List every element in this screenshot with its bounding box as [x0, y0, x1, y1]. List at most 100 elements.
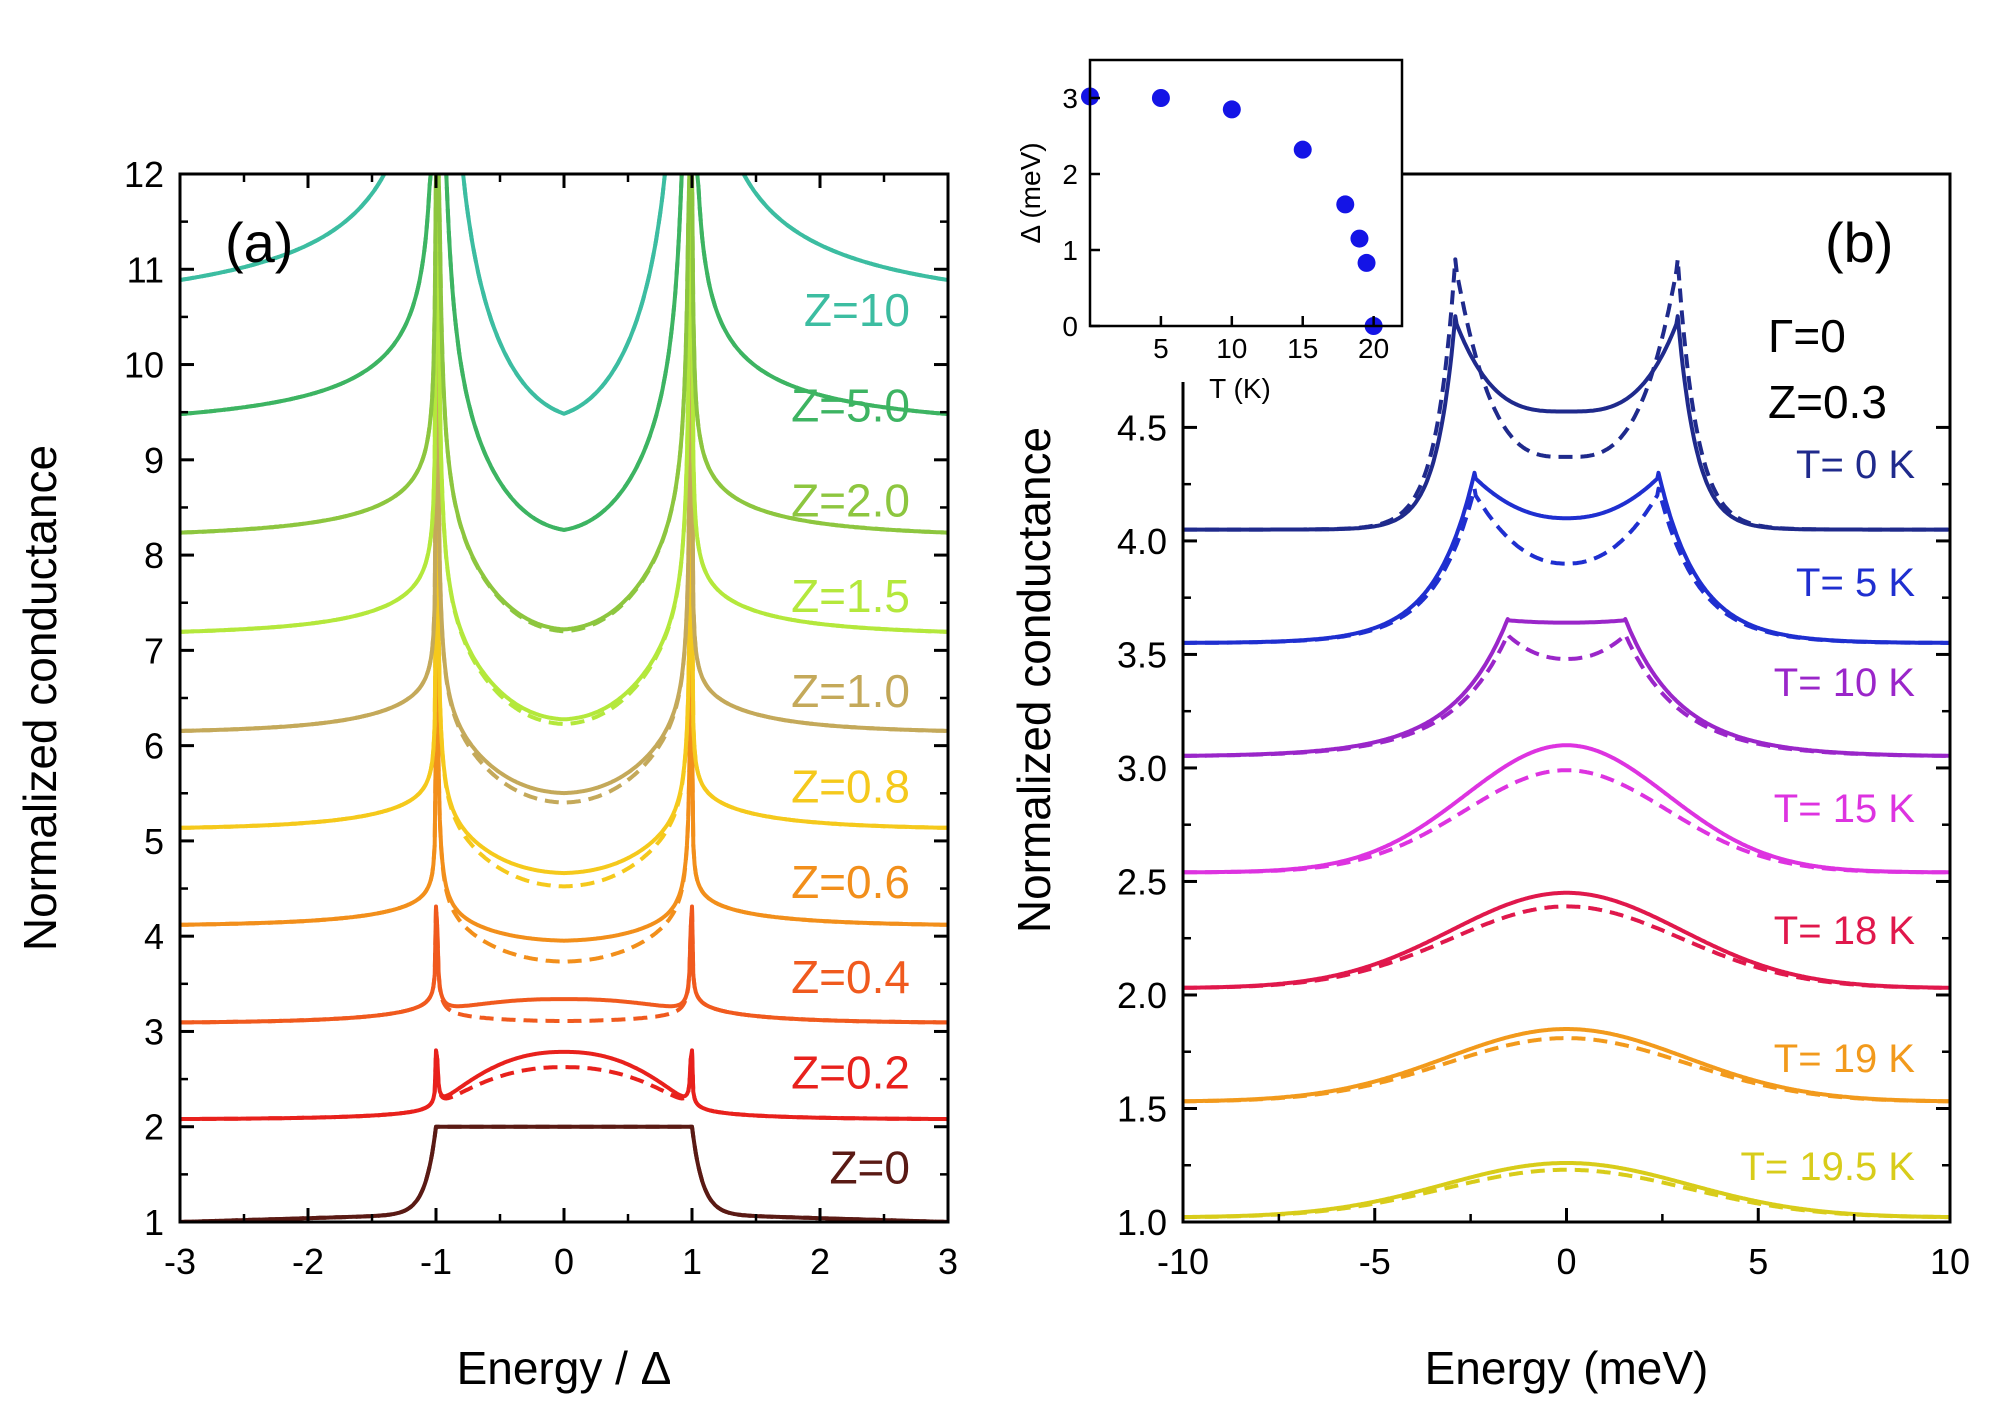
- inset-data-point: [1151, 89, 1170, 107]
- inset-x-tick-label: 15: [1287, 333, 1318, 364]
- panel-a-y-tick-label: 6: [144, 726, 164, 767]
- panel-a-y-tick-label: 11: [127, 249, 164, 290]
- panel-b-curve-solid: [1183, 470, 1950, 645]
- panel-a-curve-label: Z=0.4: [791, 951, 910, 1003]
- panel-b-curve-solid: [1183, 314, 1950, 532]
- inset-data-point: [1293, 140, 1312, 159]
- panel-a-curve-dashed: [180, 1124, 948, 1222]
- inset-y-tick-label: 1: [1062, 235, 1078, 266]
- panel-b-x-tick-label: -10: [1157, 1241, 1209, 1282]
- inset-y-tick-label: 0: [1062, 311, 1078, 342]
- panel-b-x-tick-label: 10: [1930, 1241, 1970, 1282]
- inset-data-point: [1357, 253, 1376, 272]
- inset-data-point: [1336, 195, 1355, 214]
- inset-x-tick-label: 20: [1358, 333, 1389, 364]
- panel-b-z-annotation: Z=0.3: [1768, 376, 1887, 428]
- panel-b-curve-solid: [1183, 1027, 1950, 1104]
- panel-b-curve-label: T= 19 K: [1774, 1037, 1916, 1081]
- panel-b: -10 -5 0 5 101.01.52.02.53.03.54.04.5 T= 0 K…: [1008, 172, 1970, 1394]
- panel-b-curve-label: T= 5 K: [1796, 561, 1915, 605]
- inset-x-axis-label: T (K): [1209, 373, 1271, 404]
- panel-a-y-tick-label: 3: [144, 1011, 164, 1052]
- panel-a-y-tick-label: 9: [144, 440, 164, 481]
- panel-b-y-axis-label: Normalized conductance: [1008, 427, 1060, 933]
- panel-a-x-tick-label: 0: [554, 1241, 574, 1282]
- panel-b-y-tick-label: 1.5: [1117, 1088, 1167, 1129]
- panel-b-curve-dashed: [1183, 632, 1950, 758]
- panel-a-curve-solid: [180, 904, 948, 1025]
- inset-data-point: [1222, 100, 1241, 119]
- panel-a-y-tick-label: 5: [144, 821, 164, 862]
- panel-b-y-tick-label: 3.0: [1117, 748, 1167, 789]
- panel-a-x-tick-label: 2: [810, 1241, 830, 1282]
- panel-a-y-tick-label: 7: [144, 630, 164, 671]
- panel-a-curve-label: Z=2.0: [791, 475, 910, 527]
- panel-b-curve-label: T= 18 K: [1774, 909, 1916, 953]
- inset-x-tick-label: 5: [1153, 333, 1169, 364]
- panel-a-y-tick-label: 12: [124, 154, 164, 195]
- panel-a-x-axis-label: Energy / Δ: [457, 1342, 672, 1394]
- panel-a-curve-label: Z=1.0: [791, 665, 910, 717]
- panel-b-ticks: -10 -5 0 5 10 1.0 1.5 2.0 2.5 3.0 3.5 4.0 4.5: [1117, 407, 1970, 1282]
- panel-b-y-tick-label: 4.0: [1117, 521, 1167, 562]
- panel-b-x-tick-label: 5: [1748, 1241, 1768, 1282]
- inset-y-axis-label: Δ (meV): [1015, 142, 1046, 243]
- panel-a-curve-solid: [180, 174, 948, 722]
- panel-a-x-tick-label: -1: [420, 1241, 452, 1282]
- panel-a-curve-label: Z=0.6: [791, 856, 910, 908]
- panel-a-curve-label: Z=0: [829, 1142, 910, 1194]
- panel-b-curves: [1183, 257, 1950, 1220]
- panel-b-y-tick-label: 3.5: [1117, 634, 1167, 675]
- panel-a-curve-dashed: [180, 174, 948, 416]
- panel-a-y-tick-label: 4: [144, 916, 164, 957]
- panel-a-curve-dashed: [180, 174, 948, 634]
- inset-x-tick-label: 10: [1216, 333, 1247, 364]
- panel-a-curve-label: Z=1.5: [791, 570, 910, 622]
- panel-a-curve-label: Z=0.2: [791, 1046, 910, 1098]
- panel-b-y-tick-label: 4.5: [1117, 407, 1167, 448]
- panel-b-curve-dashed: [1183, 904, 1950, 990]
- panel-b-curve-dashed: [1183, 1167, 1950, 1220]
- panel-a-y-tick-label: 2: [144, 1107, 164, 1148]
- panel-a-label: (a): [225, 211, 293, 274]
- panel-b-y-tick-label: 2.5: [1117, 861, 1167, 902]
- inset-background: [1090, 60, 1402, 326]
- panel-b-curve-label: T= 0 K: [1796, 443, 1915, 487]
- panel-a-curve-solid: [180, 230, 948, 796]
- panel-b-label: (b): [1825, 211, 1893, 274]
- panel-a-curve-dashed: [180, 422, 948, 889]
- panel-a-x-tick-label: 1: [682, 1241, 702, 1282]
- panel-a-y-tick-label: 8: [144, 535, 164, 576]
- panel-a-x-tick-label: -2: [292, 1241, 324, 1282]
- panel-a-curve-dashed: [180, 174, 948, 532]
- panel-a-curve-solid: [180, 421, 948, 876]
- panel-a-curve-dashed: [180, 174, 948, 727]
- panel-a-curve-labels: Z=0 Z=0.2 Z=0.4 Z=0.6 Z=0.8 Z=1.0 Z=1.5 Z=2.0 Z=…: [791, 284, 910, 1193]
- panel-b-x-tick-label: -5: [1359, 1241, 1391, 1282]
- inset-ticks: 5 10 15 20 0 1 2 3: [1062, 83, 1389, 364]
- panel-b-x-axis-label: Energy (meV): [1425, 1342, 1709, 1394]
- inset-data-point: [1350, 229, 1369, 248]
- panel-a-x-tick-label: -3: [164, 1241, 196, 1282]
- panel-b-x-tick-label: 0: [1556, 1241, 1576, 1282]
- inset-chart: 5 10 15 20 0 1 2 3 T (K) Δ (meV): [1015, 58, 1404, 404]
- panel-a-y-tick-label: 10: [124, 345, 164, 386]
- panel-a-curve-dashed: [180, 1048, 948, 1122]
- panel-b-curve-dashed: [1183, 486, 1950, 645]
- panel-a-curve-solid: [180, 607, 948, 943]
- panel-b-curve-label: T= 15 K: [1774, 787, 1916, 831]
- inset-frame: [1088, 58, 1404, 328]
- inset-y-tick-label: 3: [1062, 83, 1078, 114]
- panel-a-y-axis-label: Normalized conductance: [14, 445, 66, 951]
- panel-b-curve-dashed: [1183, 257, 1950, 532]
- panel-b-curve-label: T= 10 K: [1774, 661, 1916, 705]
- panel-b-curve-dashed: [1183, 768, 1950, 875]
- inset-y-tick-label: 2: [1062, 159, 1078, 190]
- panel-a-curve-label: Z=10: [804, 284, 910, 336]
- panel-a-curve-label: Z=0.8: [791, 761, 910, 813]
- panel-b-curve-label: T= 19.5 K: [1740, 1145, 1915, 1189]
- panel-a-x-tick-label: 3: [938, 1241, 958, 1282]
